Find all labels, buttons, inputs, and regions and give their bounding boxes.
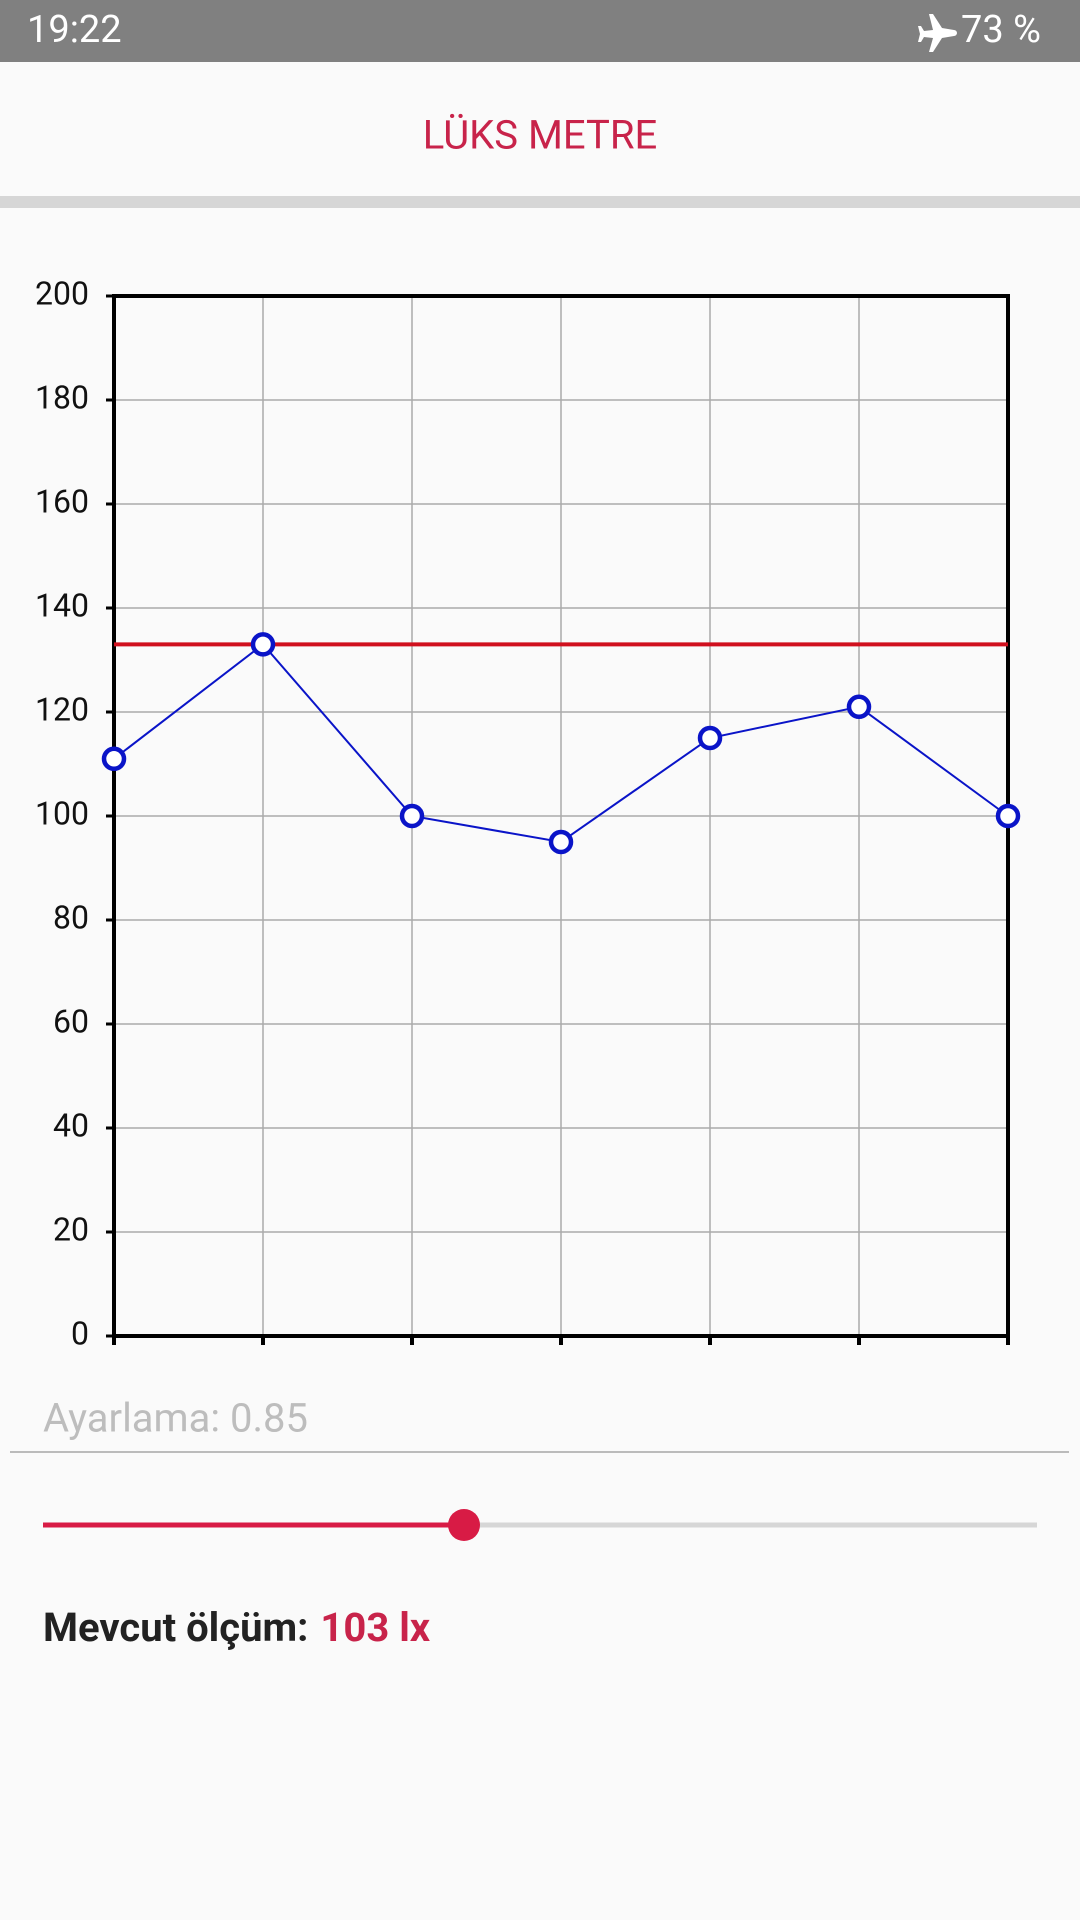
y-tick-label: 100: [35, 794, 89, 832]
y-tick-label: 0: [71, 1314, 89, 1352]
data-point: [548, 829, 574, 855]
y-tick-label: 40: [53, 1106, 89, 1144]
y-tick-label: 200: [35, 274, 89, 312]
measurement-label: Mevcut ölçüm:: [43, 1604, 308, 1651]
app-title: LÜKS METRE: [423, 112, 658, 159]
y-tick-label: 60: [53, 1002, 89, 1040]
data-point: [250, 632, 276, 657]
header-divider: [0, 196, 1080, 208]
airplane-icon: [918, 14, 957, 52]
y-tick-label: 20: [53, 1210, 89, 1248]
measurement-value: 103 lx: [320, 1604, 430, 1651]
y-tick-label: 120: [35, 690, 89, 728]
y-tick-label: 140: [35, 586, 89, 624]
slider-thumb[interactable]: [448, 1509, 480, 1541]
y-tick-label: 80: [53, 898, 89, 936]
chart: 0 20 40 60 80 100 120 140 160 180 200: [35, 274, 1021, 1352]
y-tick-label: 180: [35, 378, 89, 416]
data-point: [995, 803, 1021, 829]
battery-level: 73 %: [961, 8, 1041, 52]
measurement: Mevcut ölçüm: 103 lx: [43, 1604, 431, 1651]
adjustment-input[interactable]: Ayarlama: 0.85: [43, 1395, 308, 1442]
data-point: [697, 725, 723, 751]
data-point: [399, 803, 425, 829]
data-point: [101, 746, 127, 772]
y-tick-label: 160: [35, 482, 89, 520]
data-point: [846, 694, 872, 720]
status-bar: [0, 0, 1080, 62]
status-time: 19:22: [27, 8, 122, 52]
